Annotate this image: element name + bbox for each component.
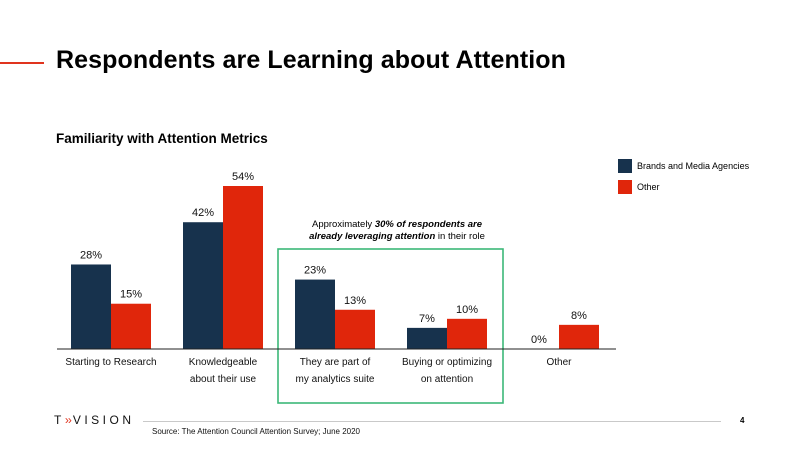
category-label-3: Buying or optimizing	[402, 357, 492, 368]
brand-suffix: VISION	[72, 413, 135, 427]
legend-swatch-series-1	[618, 159, 632, 173]
data-label-other-3: 10%	[456, 304, 478, 316]
data-label-brands-3: 7%	[419, 313, 435, 325]
category-label-1-line2: about their use	[190, 374, 257, 385]
data-label-brands-0: 28%	[80, 249, 102, 261]
category-label-4: Other	[546, 357, 572, 368]
category-label-1: Knowledgeable	[189, 357, 258, 368]
bar-other-3	[447, 318, 487, 349]
chart-legend: Brands and Media Agencies Other	[618, 158, 749, 200]
data-label-other-2: 13%	[344, 295, 366, 307]
legend-item-series-2: Other	[618, 179, 749, 195]
legend-label-series-2: Other	[637, 182, 660, 192]
annotation-part-3: already leveraging attention	[309, 231, 435, 242]
bar-brands-3	[407, 327, 447, 349]
bar-brands-0	[71, 264, 111, 349]
source-note: Source: The Attention Council Attention …	[152, 427, 360, 436]
data-label-brands-1: 42%	[192, 207, 214, 219]
bar-other-4	[559, 324, 599, 349]
data-label-brands-4: 0%	[531, 334, 547, 346]
annotation-part-4: in their role	[435, 231, 485, 242]
brand-logo: T›› VISION	[54, 413, 135, 427]
data-label-other-4: 8%	[571, 310, 587, 322]
title-accent-line	[0, 62, 44, 64]
bar-other-1	[223, 186, 263, 349]
data-label-other-1: 54%	[232, 171, 254, 183]
annotation-part-2: 30% of respondents are	[375, 219, 483, 230]
annotation-text-line-2: already leveraging attention in their ro…	[309, 231, 485, 242]
brand-chevrons: ››	[64, 413, 72, 427]
category-label-2-line2: my analytics suite	[296, 374, 375, 385]
bar-other-0	[111, 303, 151, 349]
legend-swatch-series-2	[618, 180, 632, 194]
slide-title: Respondents are Learning about Attention	[56, 46, 567, 74]
category-label-0: Starting to Research	[65, 357, 156, 368]
annotation-text: Approximately 30% of respondents are	[312, 219, 483, 230]
page-number: 4	[740, 416, 745, 425]
chart-subtitle: Familiarity with Attention Metrics	[56, 131, 268, 146]
legend-item-series-1: Brands and Media Agencies	[618, 158, 749, 174]
data-label-brands-2: 23%	[304, 265, 326, 277]
annotation-part-1: Approximately	[312, 219, 375, 230]
bar-other-2	[335, 309, 375, 349]
highlight-box	[277, 248, 504, 404]
category-label-2: They are part of	[300, 357, 371, 368]
bar-brands-1	[183, 222, 223, 349]
bar-brands-2	[295, 279, 335, 349]
category-label-3-line2: on attention	[421, 374, 473, 385]
data-label-other-0: 15%	[120, 289, 142, 301]
brand-prefix: T	[54, 413, 65, 427]
legend-label-series-1: Brands and Media Agencies	[637, 161, 750, 171]
footer-divider	[143, 421, 721, 422]
